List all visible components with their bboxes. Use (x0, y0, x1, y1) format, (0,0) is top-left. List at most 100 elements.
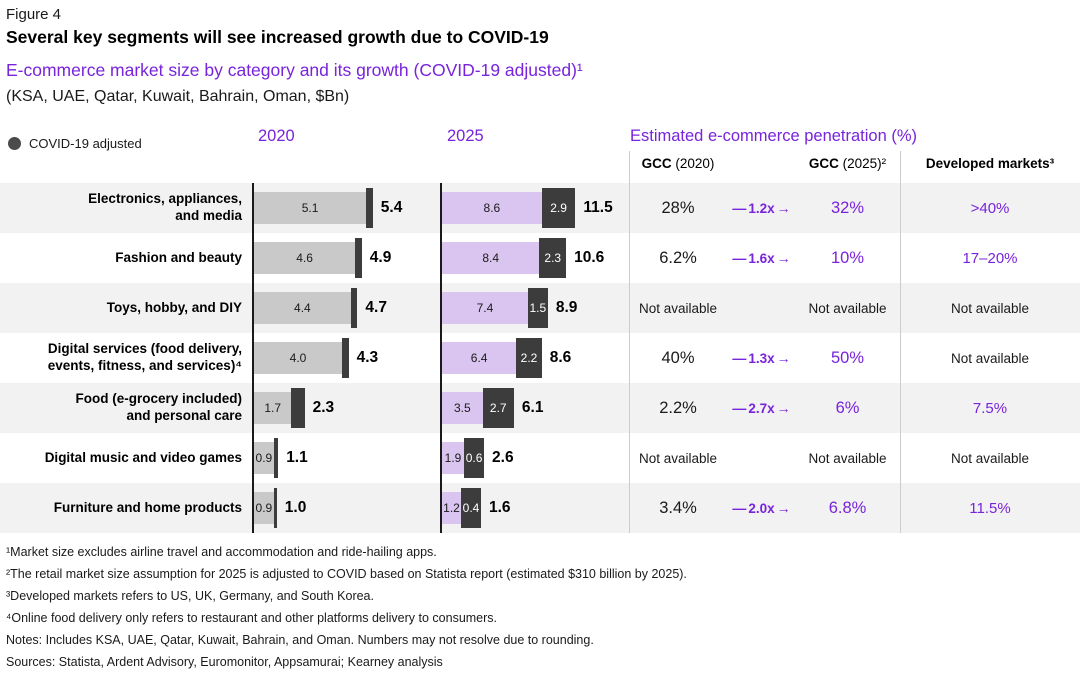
figure-subtitle: E-commerce market size by category and i… (6, 60, 583, 80)
bar-2025-base-value: 8.4 (482, 251, 500, 265)
table-row: Fashion and beauty 4.6 4.9 8.4 2.3 10.6 … (0, 233, 1080, 283)
bar-2020-total: 4.7 (365, 299, 387, 316)
bar-2025: 1.2 0.4 1.6 (440, 483, 628, 533)
bar-2025-base-value: 3.5 (453, 401, 471, 415)
gcc-2025-value: Not available (808, 450, 887, 466)
bar-2025-covid-segment: 2.3 (539, 238, 567, 278)
bar-2025-total: 8.9 (555, 299, 578, 316)
growth-dash-icon: — (732, 250, 747, 266)
legend-dot-icon (8, 137, 21, 150)
bar-2025-covid-segment: 0.6 (464, 438, 485, 478)
developed-markets-value: Not available (950, 450, 1030, 466)
growth-arrow-icon: → (776, 250, 791, 266)
bar-2020-base-value: 0.9 (255, 501, 273, 515)
bar-2025-base-segment: 7.4 (442, 292, 528, 324)
bar-2020-total: 4.3 (356, 349, 379, 366)
bar-2025-covid-value: 2.2 (520, 351, 538, 365)
chart-rows: Electronics, appliances, and media 5.1 5… (0, 183, 1080, 533)
growth-dash-icon: — (732, 350, 747, 366)
growth-multiplier: 1.3x (748, 350, 775, 366)
category-label: Toys, hobby, and DIY (106, 299, 242, 315)
growth-arrow-icon: → (776, 400, 791, 416)
bar-2020-base-segment: 0.9 (254, 492, 274, 524)
bar-2025-total: 10.6 (574, 249, 605, 266)
subheader-spacer (728, 156, 795, 171)
bar-2025-covid-segment: 2.9 (541, 188, 576, 228)
bar-2025-base-value: 7.4 (476, 301, 494, 315)
subheader-developed-markets: Developed markets³ (925, 156, 1055, 171)
developed-markets-value: Not available (950, 300, 1030, 316)
growth-dash-icon: — (732, 400, 747, 416)
subheader-gcc-2020-rest: (2020) (671, 156, 715, 171)
bar-2025-total: 2.6 (492, 449, 514, 466)
growth-arrow: —2.0x → (728, 501, 795, 516)
growth-arrow: —1.3x → (728, 351, 795, 366)
divider-developed (900, 151, 901, 533)
bar-2020-base-value: 4.4 (294, 301, 311, 315)
column-header-penetration: Estimated e-commerce penetration (%) (630, 127, 918, 145)
bar-2025-base-segment: 1.2 (442, 492, 461, 524)
bar-2020-base-value: 4.0 (289, 351, 307, 365)
scope-line: (KSA, UAE, Qatar, Kuwait, Bahrain, Oman,… (6, 88, 350, 105)
bar-2020: 4.6 4.9 (252, 233, 440, 283)
bar-2020: 4.0 4.3 (252, 333, 440, 383)
gcc-2025-value: Not available (808, 300, 887, 316)
bar-2025-base-value: 8.6 (483, 201, 501, 215)
bar-2020-total: 2.3 (312, 399, 335, 416)
table-row: Electronics, appliances, and media 5.1 5… (0, 183, 1080, 233)
bar-2020: 0.9 1.1 (252, 433, 440, 483)
gcc-2020-value: Not available (638, 300, 718, 316)
bar-2020-covid-segment (366, 188, 373, 228)
bar-2025-base-segment: 1.9 (442, 442, 465, 474)
bar-2025-covid-value: 0.6 (465, 451, 483, 465)
category-label: Digital music and video games (44, 449, 242, 465)
growth-arrow: —2.7x → (728, 401, 795, 416)
footnote-2: ²The retail market size assumption for 2… (6, 567, 687, 581)
growth-arrow-icon: → (776, 500, 791, 516)
growth-arrow-icon: → (776, 200, 791, 216)
gcc-2020-value: 2.2% (659, 398, 697, 417)
bar-2025-base-segment: 8.4 (442, 242, 540, 274)
bar-2020-base-value: 5.1 (301, 201, 319, 215)
bar-2025-covid-value: 2.3 (544, 251, 562, 265)
bar-2025-covid-value: 0.4 (462, 501, 480, 515)
bar-2020-total: 1.0 (284, 499, 307, 516)
divider-penetration (629, 151, 630, 533)
footnote-1: ¹Market size excludes airline travel and… (6, 545, 437, 559)
bar-2020-covid-segment (350, 288, 358, 328)
category-label: Fashion and beauty (115, 249, 242, 265)
gcc-2020-value: 40% (661, 348, 695, 367)
bar-2025: 1.9 0.6 2.6 (440, 433, 628, 483)
developed-markets-value: 7.5% (972, 399, 1008, 417)
subheader-gcc-2025-strong: GCC (808, 156, 839, 171)
growth-multiplier: 2.7x (748, 400, 775, 416)
bar-2020-base-segment: 4.6 (254, 242, 356, 274)
growth-arrow: —1.2x → (728, 201, 795, 216)
table-row: Food (e-grocery included) and personal c… (0, 383, 1080, 433)
gcc-2025-value: 10% (830, 248, 865, 267)
footnote-sources: Sources: Statista, Ardent Advisory, Euro… (6, 655, 443, 669)
subheader-gcc-2025: GCC (2025)² (795, 156, 900, 171)
developed-markets-value: Not available (950, 350, 1030, 366)
table-row: Furniture and home products 0.9 1.0 1.2 … (0, 483, 1080, 533)
bar-2025-total: 6.1 (521, 399, 544, 416)
bar-2020-total: 1.1 (286, 449, 308, 466)
category-label: Food (e-grocery included) and personal c… (75, 391, 242, 423)
bar-2025-covid-segment: 2.2 (516, 338, 542, 378)
column-header-2025: 2025 (447, 127, 484, 145)
gcc-2020-value: 6.2% (659, 248, 697, 267)
bar-2025-covid-value: 1.5 (529, 301, 547, 315)
legend-label: COVID-19 adjusted (29, 136, 142, 151)
axis-line-2025 (440, 183, 442, 533)
footnote-notes: Notes: Includes KSA, UAE, Qatar, Kuwait,… (6, 633, 594, 647)
bar-2025-covid-value: 2.9 (550, 201, 567, 215)
bar-2020-base-segment: 4.0 (254, 342, 342, 374)
growth-arrow: —1.6x → (728, 251, 795, 266)
bar-2020-covid-segment (342, 338, 349, 378)
footnotes: ¹Market size excludes airline travel and… (6, 541, 687, 673)
gcc-2020-value: 3.4% (659, 498, 697, 517)
growth-dash-icon: — (732, 200, 747, 216)
bar-2025-total: 8.6 (549, 349, 572, 366)
gcc-2025-value: 6.8% (828, 498, 867, 517)
